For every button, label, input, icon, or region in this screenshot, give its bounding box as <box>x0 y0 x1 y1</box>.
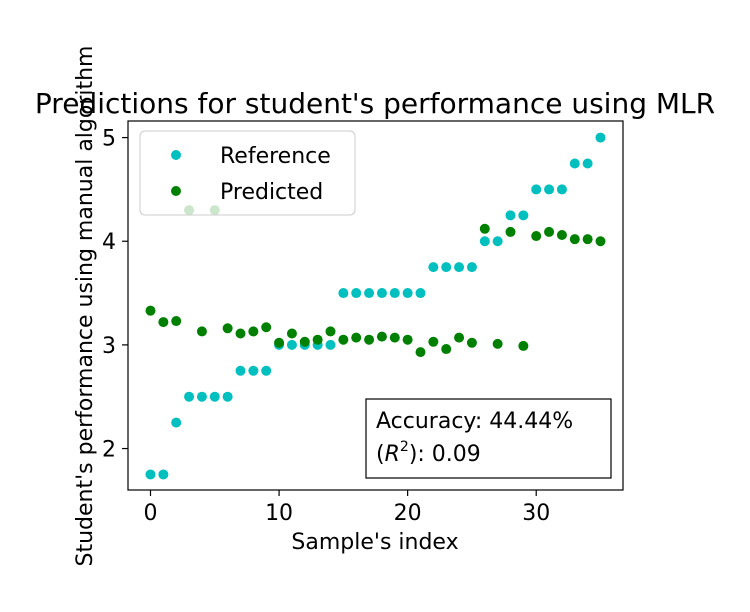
data-point-reference <box>531 184 542 195</box>
data-point-predicted <box>479 223 490 234</box>
legend-marker-reference <box>171 150 181 160</box>
data-point-reference <box>376 288 387 299</box>
data-point-reference <box>556 184 567 195</box>
data-point-reference <box>415 288 426 299</box>
y-axis-ticks: 2 3 4 5 <box>102 127 128 463</box>
metrics-annotation: Accuracy: 44.44% (R2): 0.09 <box>365 398 612 479</box>
data-point-predicted <box>171 316 182 327</box>
data-point-predicted <box>286 328 297 339</box>
data-point-reference <box>171 417 182 428</box>
data-point-predicted <box>261 322 272 333</box>
data-point-reference <box>428 262 439 273</box>
x-axis-ticks: 0 10 20 30 <box>144 490 550 526</box>
data-point-predicted <box>595 236 606 247</box>
data-point-predicted <box>196 326 207 337</box>
x-axis-label: Sample's index <box>291 530 458 555</box>
data-point-predicted <box>274 337 285 348</box>
data-point-reference <box>454 262 465 273</box>
data-point-reference <box>248 365 259 376</box>
data-point-reference <box>492 236 503 247</box>
data-point-reference <box>338 288 349 299</box>
data-point-reference <box>518 210 529 221</box>
data-point-reference <box>466 262 477 273</box>
data-point-reference <box>261 365 272 376</box>
data-point-predicted <box>556 230 567 241</box>
data-point-predicted <box>505 226 516 237</box>
data-point-predicted <box>389 332 400 343</box>
data-point-predicted <box>145 305 156 316</box>
chart-marks <box>145 132 606 480</box>
data-point-predicted <box>544 226 555 237</box>
data-point-predicted <box>402 334 413 345</box>
data-point-predicted <box>518 340 529 351</box>
data-point-reference <box>158 469 169 480</box>
data-point-predicted <box>364 334 375 345</box>
y-tick-label: 3 <box>102 334 116 359</box>
y-tick-label: 4 <box>102 230 116 255</box>
data-point-predicted <box>222 323 233 334</box>
data-point-predicted <box>248 326 259 337</box>
data-point-reference <box>389 288 400 299</box>
legend-box <box>139 130 356 216</box>
data-point-reference <box>351 288 362 299</box>
data-point-predicted <box>492 338 503 349</box>
data-point-predicted <box>299 336 310 347</box>
data-point-reference <box>235 365 246 376</box>
data-point-predicted <box>158 317 169 328</box>
data-point-predicted <box>415 347 426 358</box>
data-point-reference <box>505 210 516 221</box>
y-tick-label: 5 <box>102 127 116 152</box>
data-point-reference <box>364 288 375 299</box>
data-point-predicted <box>531 231 542 242</box>
chart-title: Predictions for student's performance us… <box>35 87 715 120</box>
x-tick-label: 20 <box>394 501 422 526</box>
data-point-predicted <box>376 331 387 342</box>
data-point-predicted <box>338 334 349 345</box>
data-point-predicted <box>325 326 336 337</box>
data-point-predicted <box>235 328 246 339</box>
r2-text: (R2): 0.09 <box>376 439 481 467</box>
data-point-predicted <box>569 234 580 245</box>
legend-label-predicted: Predicted <box>220 180 323 205</box>
legend: Reference Predicted <box>139 130 356 216</box>
x-tick-label: 10 <box>265 501 293 526</box>
data-point-reference <box>184 391 195 402</box>
legend-marker-predicted <box>171 186 181 196</box>
data-point-predicted <box>351 332 362 343</box>
x-tick-label: 30 <box>522 501 550 526</box>
y-axis-label: Student's performance using manual algor… <box>73 46 98 567</box>
data-point-predicted <box>582 234 593 245</box>
data-point-predicted <box>441 344 452 355</box>
data-point-reference <box>145 469 156 480</box>
data-point-reference <box>286 339 297 350</box>
data-point-reference <box>325 339 336 350</box>
y-tick-label: 2 <box>102 438 116 463</box>
data-point-reference <box>479 236 490 247</box>
data-point-predicted <box>454 332 465 343</box>
legend-label-reference: Reference <box>220 144 331 169</box>
data-point-reference <box>582 158 593 169</box>
data-point-reference <box>595 132 606 143</box>
data-point-reference <box>441 262 452 273</box>
data-point-reference <box>196 391 207 402</box>
data-point-predicted <box>428 336 439 347</box>
data-point-reference <box>544 184 555 195</box>
data-point-predicted <box>466 337 477 348</box>
data-point-reference <box>402 288 413 299</box>
accuracy-text: Accuracy: 44.44% <box>376 409 573 434</box>
metrics-box <box>365 398 612 479</box>
data-point-reference <box>222 391 233 402</box>
data-point-predicted <box>312 334 323 345</box>
data-point-reference <box>209 391 220 402</box>
x-tick-label: 0 <box>144 501 158 526</box>
data-point-reference <box>569 158 580 169</box>
plot-frame <box>127 120 624 491</box>
